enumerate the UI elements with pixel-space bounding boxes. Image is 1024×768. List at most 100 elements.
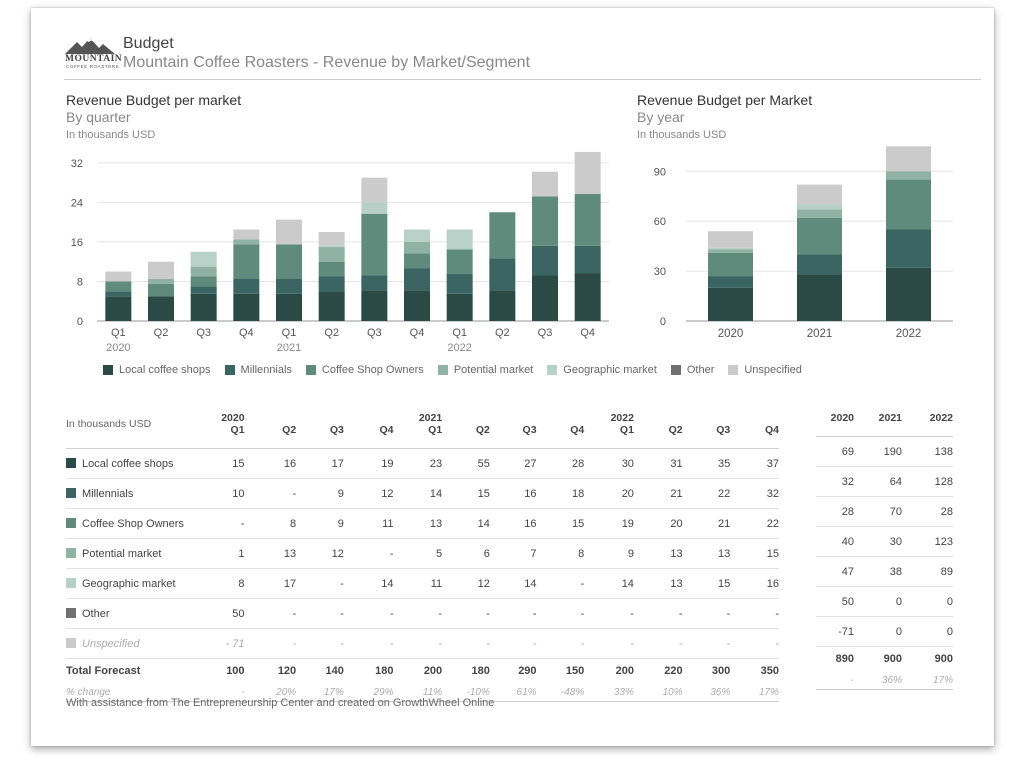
table-cell: -: [584, 598, 634, 629]
table-cell: 14: [343, 568, 394, 599]
legend-swatch: [670, 365, 681, 375]
table-cell: 0: [854, 586, 902, 617]
table-cell: 15: [200, 448, 245, 479]
table-cell: 21: [633, 478, 683, 509]
legend-swatch: [305, 365, 316, 375]
table-cell: 15: [730, 538, 779, 569]
table-cell: 6: [442, 538, 490, 569]
table-cell: -: [343, 628, 394, 659]
row-label-text: Coffee Shop Owners: [82, 517, 184, 530]
table-cell: 14: [584, 568, 634, 599]
table-cell: 900: [854, 646, 902, 671]
table-cell: 11: [393, 568, 443, 599]
bar-segment-owners: [489, 212, 516, 259]
table-cell: 17: [296, 448, 344, 479]
table-cell: 10%: [633, 683, 683, 702]
x-tick-label: Q4: [580, 327, 595, 339]
bar-segment-millennials: [276, 278, 302, 294]
row-label: Potential market: [66, 538, 201, 569]
table-cell: 19: [584, 508, 634, 539]
bar-segment-unspecified: [532, 171, 558, 197]
bar-segment-local: [318, 291, 345, 321]
table-cell: 128: [902, 466, 953, 497]
table-cell: 190: [854, 436, 902, 467]
column-header: 2022 Q1: [584, 400, 634, 449]
table-cell: -: [244, 628, 297, 659]
row-swatch: [66, 607, 76, 618]
x-tick-label: 2022: [896, 328, 922, 340]
table-cell: 17%: [296, 683, 344, 702]
bar-segment-millennials: [404, 268, 430, 291]
table-cell: 16: [489, 478, 537, 509]
table-cell: 70: [854, 496, 902, 527]
table-cell: 13: [633, 538, 683, 569]
table-cell: 29%: [343, 683, 394, 702]
x-tick-label: Q1: [111, 327, 126, 339]
bar-segment-owners: [886, 179, 931, 230]
page-title: Budget: [123, 35, 174, 52]
bar-segment-potential: [886, 171, 931, 180]
table-cell: 5: [393, 538, 443, 569]
row-label-text: Geographic market: [82, 577, 176, 590]
legend-swatch: [547, 365, 558, 375]
table-cell: 11: [343, 508, 394, 539]
x-tick-label: Q2: [495, 327, 510, 339]
x-tick-label: 2020: [718, 328, 744, 340]
table-cell: 100: [200, 658, 245, 683]
y-tick-label: 30: [654, 266, 666, 278]
bar-segment-owners: [708, 252, 753, 277]
column-header: 2022: [902, 400, 953, 437]
table-cell: 16: [244, 448, 297, 479]
bar-segment-millennials: [190, 286, 217, 294]
table-cell: -: [816, 671, 854, 690]
bar-segment-owners: [404, 253, 430, 269]
table-cell: 37: [730, 448, 779, 479]
column-header: Q4: [730, 400, 779, 449]
bar-segment-millennials: [797, 254, 842, 275]
bar-segment-unspecified: [797, 184, 842, 205]
x-tick-label: Q3: [367, 327, 382, 339]
x-year-label: 2020: [106, 342, 130, 354]
bar-segment-local: [190, 293, 217, 321]
table-cell: 900: [902, 646, 953, 671]
bar-segment-unspecified: [276, 219, 302, 245]
table-cell: 13: [682, 538, 731, 569]
y-tick-label: 60: [654, 216, 666, 228]
column-header: Q3: [682, 400, 731, 449]
bar-segment-local: [276, 293, 302, 321]
y-tick-label: 0: [660, 316, 666, 328]
row-label-text: Unspecified: [82, 637, 140, 650]
logo-text: MOUNTAIN: [65, 54, 123, 64]
legend-item-millennials: Millennials: [224, 364, 292, 376]
table-cell: 64: [854, 466, 902, 497]
total-label: Total Forecast: [66, 658, 201, 683]
table-cell: 22: [730, 508, 779, 539]
table-cell: 200: [584, 658, 634, 683]
year-chart-title: Revenue Budget per Market: [637, 92, 813, 108]
table-cell: 14: [442, 508, 490, 539]
bar-segment-owners: [318, 261, 345, 277]
table-cell: 140: [296, 658, 344, 683]
bar-segment-local: [489, 290, 516, 321]
table-cell: 23: [393, 448, 443, 479]
table-row: Unspecified - 71- - - - - - - - - - -: [66, 628, 779, 659]
bar-segment-unspecified: [233, 229, 260, 240]
table-cell: 33%: [584, 683, 634, 702]
y-tick-label: 90: [654, 166, 666, 178]
table-row: 40 30 123: [816, 526, 953, 557]
table-cell: 27: [489, 448, 537, 479]
row-swatch: [66, 637, 76, 648]
table-cell: 13: [633, 568, 683, 599]
y-tick-label: 32: [71, 158, 83, 170]
table-cell: 35: [682, 448, 731, 479]
report-page: MOUNTAIN COFFEE ROASTERS Budget Mountain…: [31, 8, 994, 746]
table-cell: 0: [902, 586, 953, 617]
table-cell: 20%: [244, 683, 297, 702]
row-label: Millennials: [66, 478, 201, 509]
bar-segment-local: [708, 287, 753, 321]
table-cell: -: [200, 508, 245, 539]
bar-segment-owners: [797, 217, 842, 255]
legend-swatch: [437, 365, 448, 375]
table-cell: -: [343, 598, 394, 629]
y-tick-label: 16: [71, 237, 83, 249]
